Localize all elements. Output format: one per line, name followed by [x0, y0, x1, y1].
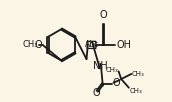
Text: CH₃: CH₃ — [22, 40, 37, 49]
Text: CH₃: CH₃ — [132, 71, 145, 77]
Text: NH: NH — [93, 61, 108, 71]
Text: Abs: Abs — [85, 40, 99, 49]
Text: O: O — [112, 78, 120, 88]
Text: O: O — [92, 88, 100, 98]
Text: OH: OH — [116, 40, 131, 50]
Text: CH₃: CH₃ — [129, 88, 142, 94]
Text: CH₃: CH₃ — [105, 67, 118, 73]
FancyBboxPatch shape — [87, 41, 96, 48]
Text: O: O — [35, 40, 42, 50]
Text: O: O — [100, 10, 107, 20]
